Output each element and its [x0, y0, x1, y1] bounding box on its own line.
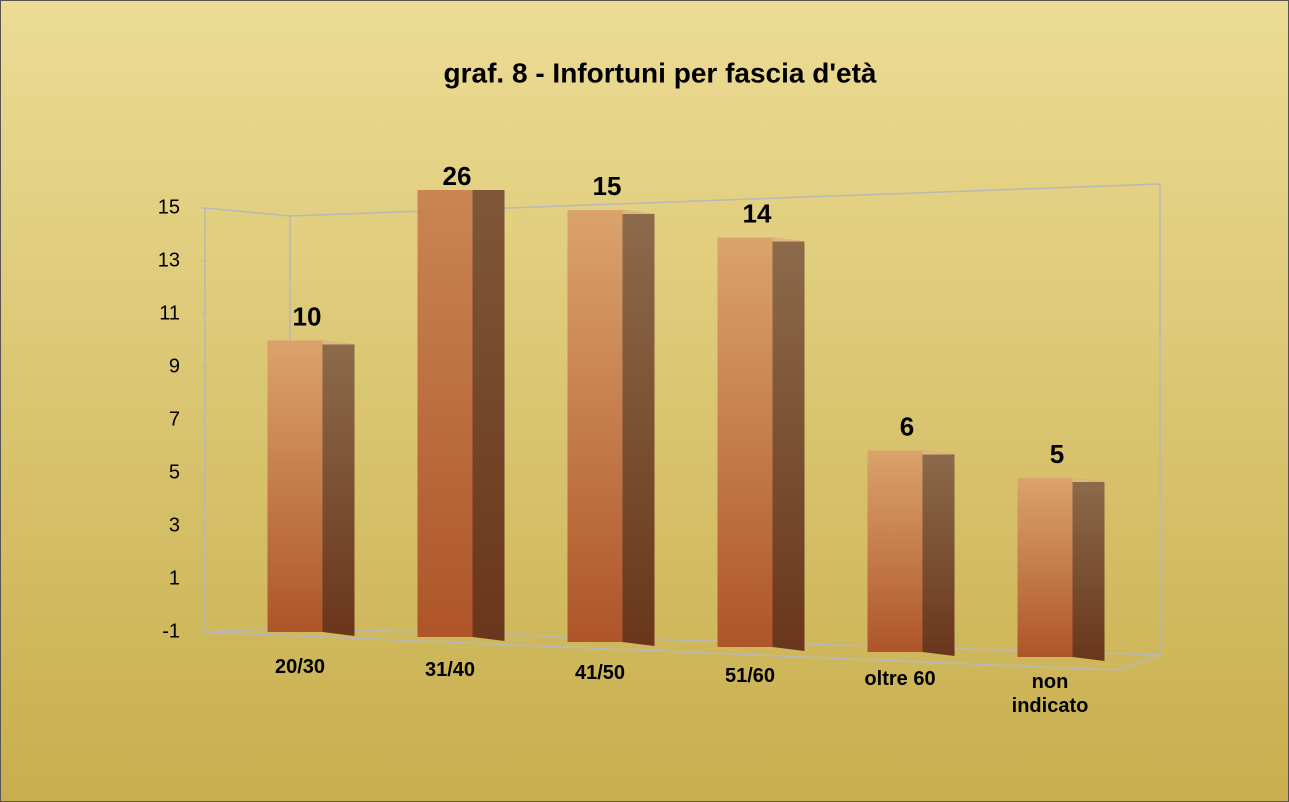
y-tick-label: 7 [169, 408, 180, 430]
x-tick-label: 20/30 [274, 656, 326, 678]
bar-side [622, 210, 655, 646]
bar-side [472, 190, 505, 641]
bar-side [1072, 478, 1105, 661]
y-tick-label: -1 [162, 620, 180, 642]
bar-side [772, 237, 805, 651]
x-tick-label: non indicato [1011, 671, 1089, 717]
data-label: 15 [593, 171, 622, 201]
bar [717, 237, 773, 647]
data-label: 14 [743, 198, 772, 228]
bar [1017, 478, 1073, 657]
chart-title: graf. 8 - Infortuni per fascia d'età [444, 57, 877, 88]
x-tick-label: oltre 60 [864, 668, 936, 690]
bar [567, 210, 623, 642]
bars [267, 190, 1105, 661]
bar [417, 190, 473, 637]
y-tick-label: 11 [159, 302, 180, 324]
bar-side [322, 340, 355, 636]
data-label: 10 [293, 301, 322, 331]
data-label: 26 [443, 161, 472, 191]
y-tick-label: 9 [169, 355, 180, 377]
y-tick-label: 1 [169, 567, 180, 589]
x-tick-label: 31/40 [424, 659, 476, 681]
bar [867, 450, 923, 652]
x-tick-label: 41/50 [574, 662, 626, 684]
y-tick-label: 13 [158, 249, 180, 271]
y-tick-label: 5 [169, 461, 180, 483]
x-tick-label: 51/60 [724, 665, 776, 687]
y-tick-label: 15 [158, 196, 180, 218]
bar-side [922, 450, 955, 656]
bar [267, 340, 323, 632]
data-label: 6 [900, 411, 914, 441]
y-tick-label: 3 [169, 514, 180, 536]
data-label: 5 [1050, 439, 1064, 469]
